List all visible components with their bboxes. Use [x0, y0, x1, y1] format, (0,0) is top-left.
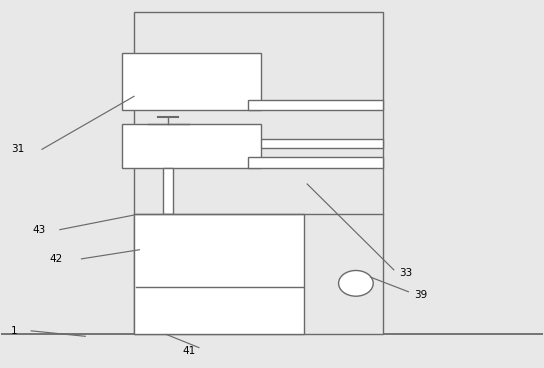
Bar: [134, 139, 383, 148]
Ellipse shape: [338, 270, 373, 296]
Bar: [121, 124, 261, 167]
Text: 33: 33: [399, 269, 412, 279]
Bar: [134, 13, 383, 335]
Text: 39: 39: [414, 290, 427, 300]
Bar: [163, 167, 174, 214]
Text: 1: 1: [11, 326, 18, 336]
Text: 31: 31: [11, 144, 24, 154]
Text: 43: 43: [33, 224, 46, 235]
Text: 42: 42: [49, 254, 62, 264]
Bar: [248, 158, 383, 167]
Bar: [121, 53, 261, 110]
Bar: [248, 100, 383, 110]
Bar: [134, 214, 305, 335]
Text: 41: 41: [183, 346, 196, 356]
